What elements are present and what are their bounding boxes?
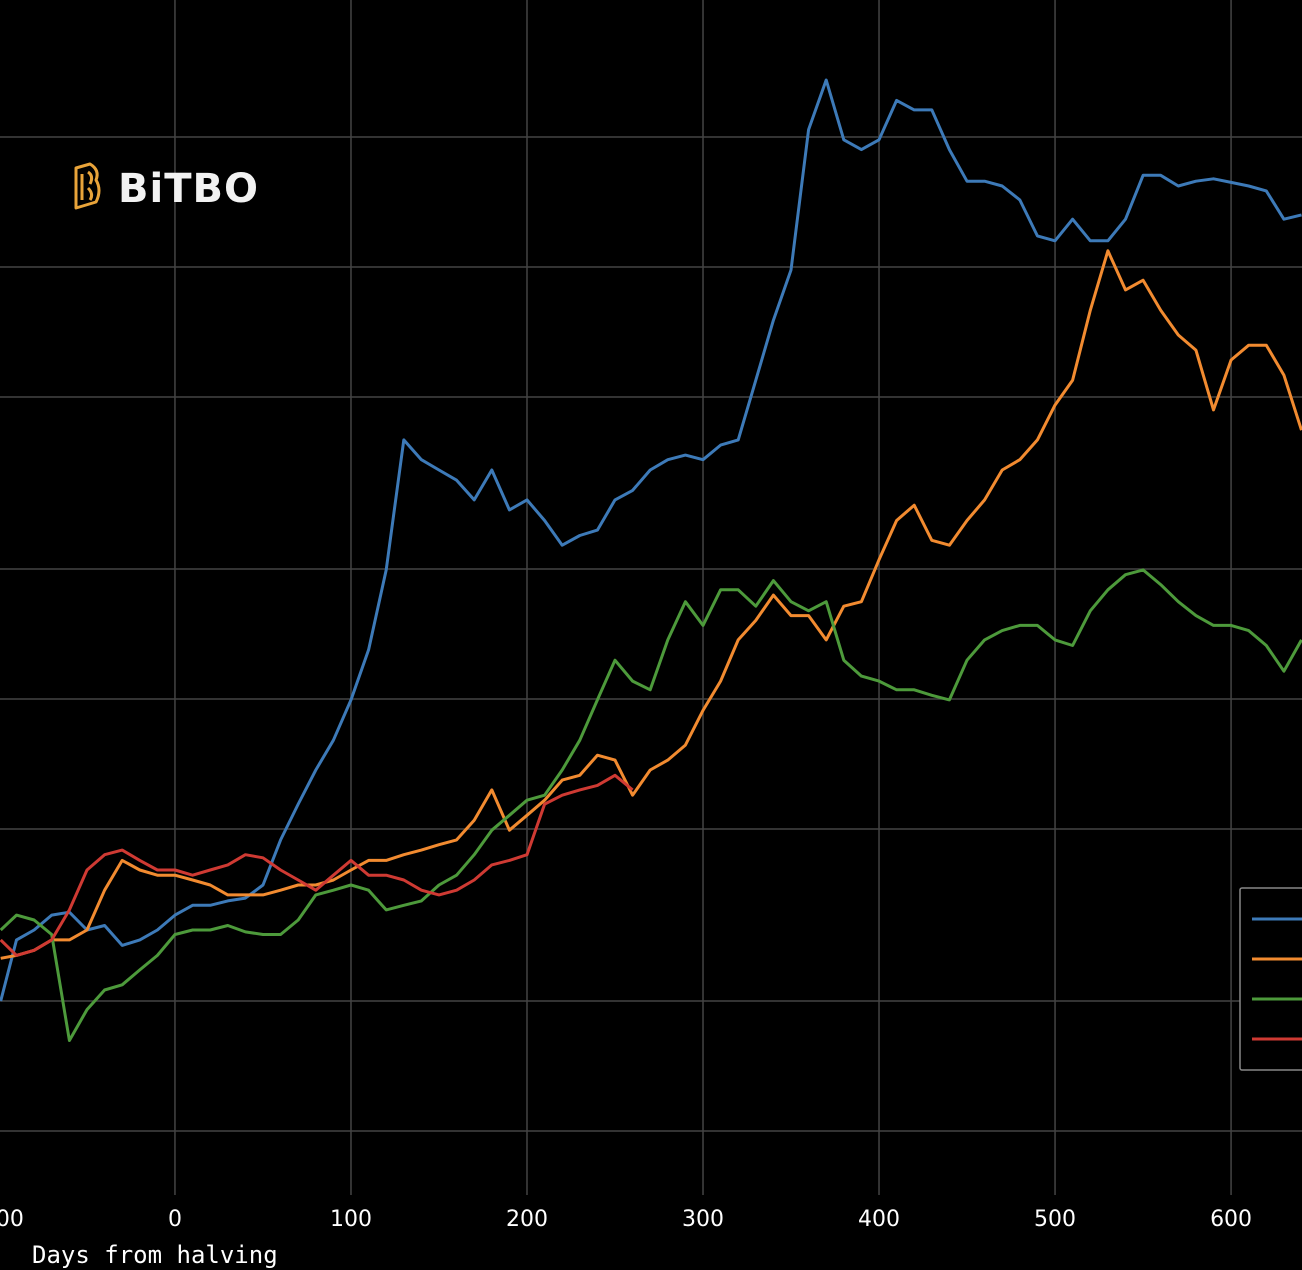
x-tick-label: 500 [1034,1207,1076,1232]
legend-box [1239,887,1302,1071]
series-line [0,773,634,957]
x-tick-label: 0 [168,1207,182,1232]
x-tick-label: 200 [506,1207,548,1232]
x-tick-label: 100 [330,1207,372,1232]
x-tick-label: 400 [858,1207,900,1232]
logo-icon [74,162,101,210]
logo-text: BiTBO [118,166,259,212]
series-line [0,78,1302,1002]
legend [1239,887,1302,1071]
series-line [0,568,1302,1042]
x-tick-label: 600 [1210,1207,1252,1232]
plot-lines [0,78,1302,1042]
x-tick-label: -100 [0,1207,24,1232]
grid [0,0,1302,1195]
logo: BiTBO [74,162,259,212]
series-line [0,249,1302,960]
x-axis-title: Days from halving [32,1241,278,1269]
x-tick-label: 300 [682,1207,724,1232]
